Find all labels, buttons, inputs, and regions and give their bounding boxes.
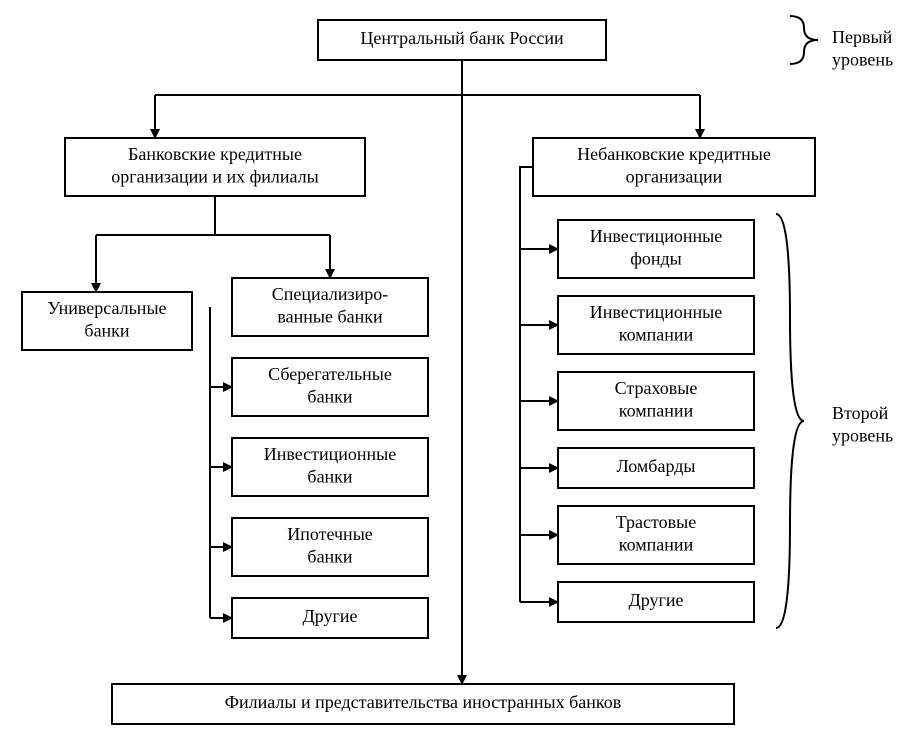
node-insur: Страховыекомпании	[558, 372, 754, 430]
node-ipoteka: Ипотечныебанки	[232, 518, 428, 576]
node-nonbank: Небанковские кредитныеорганизации	[533, 138, 815, 196]
node-label: Специализиро-	[272, 284, 388, 304]
node-invfund: Инвестиционныефонды	[558, 220, 754, 278]
node-label: Трастовые	[616, 512, 697, 532]
node-invbank: Инвестиционныебанки	[232, 438, 428, 496]
annotation-level2: Второй	[832, 403, 889, 423]
node-other_b: Другие	[232, 598, 428, 638]
annotation-level2: уровень	[832, 425, 893, 445]
node-label: ванные банки	[277, 306, 383, 326]
node-label: Ломбарды	[617, 456, 696, 476]
node-label: банки	[84, 320, 130, 340]
node-label: организации и их филиалы	[111, 166, 319, 186]
node-label: Центральный банк России	[360, 28, 564, 48]
node-label: Сберегательные	[268, 364, 392, 384]
node-label: компании	[619, 400, 694, 420]
node-label: Инвестиционные	[264, 444, 397, 464]
node-label: Филиалы и представительства иностранных …	[225, 692, 621, 712]
node-label: организации	[626, 166, 723, 186]
node-spec: Специализиро-ванные банки	[232, 278, 428, 336]
node-univ: Универсальныебанки	[22, 292, 192, 350]
node-other_n: Другие	[558, 582, 754, 622]
node-root: Центральный банк России	[318, 20, 606, 60]
node-trust: Трастовыекомпании	[558, 506, 754, 564]
node-foreign: Филиалы и представительства иностранных …	[112, 684, 734, 724]
node-label: банки	[307, 386, 353, 406]
node-label: Другие	[302, 606, 357, 626]
node-label: Инвестиционные	[590, 226, 723, 246]
node-label: компании	[619, 534, 694, 554]
node-lombard: Ломбарды	[558, 448, 754, 488]
edge	[520, 167, 533, 602]
node-label: фонды	[630, 248, 682, 268]
node-label: Инвестиционные	[590, 302, 723, 322]
node-label: банки	[307, 466, 353, 486]
node-bank_org: Банковские кредитныеорганизации и их фил…	[65, 138, 365, 196]
node-label: Страховые	[615, 378, 698, 398]
node-label: банки	[307, 546, 353, 566]
node-label: Банковские кредитные	[128, 144, 302, 164]
annotation-level1: уровень	[832, 49, 893, 69]
node-invcomp: Инвестиционныекомпании	[558, 296, 754, 354]
node-label: Универсальные	[47, 298, 166, 318]
node-sber: Сберегательныебанки	[232, 358, 428, 416]
node-label: компании	[619, 324, 694, 344]
annotation-level1: Первый	[832, 27, 893, 47]
brace-level1	[790, 16, 818, 64]
brace-level2	[776, 214, 804, 628]
node-label: Ипотечные	[287, 524, 373, 544]
node-label: Другие	[628, 590, 683, 610]
node-label: Небанковские кредитные	[577, 144, 771, 164]
